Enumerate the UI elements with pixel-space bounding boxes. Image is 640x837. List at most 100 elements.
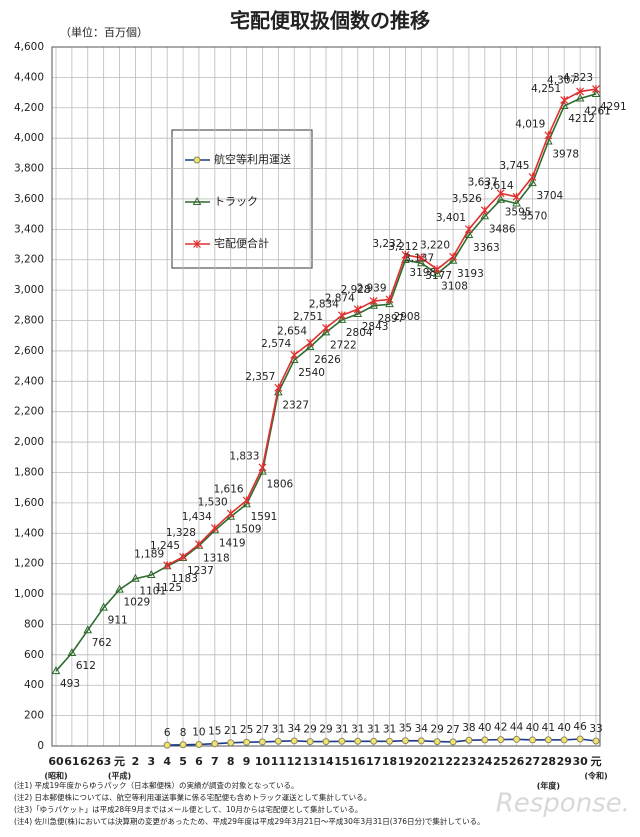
era-label: (平成) [108,771,131,781]
marker [449,738,457,746]
marker [544,131,553,140]
value-label: 27 [256,724,269,736]
marker [353,308,363,317]
marker [290,737,298,745]
value-label: 6 [164,727,171,739]
value-label: 40 [558,722,571,734]
note: (注3)「ゆうパケット」は平成28年9月まではメール便として、10月からは宅配便… [14,804,362,814]
value-label: 3,745 [499,160,529,172]
marker [243,738,251,746]
marker [496,194,506,203]
marker [227,739,235,747]
value-label: 15 [208,726,221,738]
value-label: 911 [108,615,128,627]
y-tick-label: 1,200 [14,558,44,570]
value-label: 2,357 [245,371,275,383]
marker [290,350,299,359]
note: (注4) 佐川急便(株)においては決算期の変更があったため、平成29年度は平成2… [14,816,485,826]
marker [433,738,441,746]
x-tick-label: 62 [80,755,95,768]
x-tick-label: 5 [179,755,187,768]
marker [465,225,473,234]
value-label: 2,939 [356,282,386,294]
plot-frame [51,46,601,747]
marker [321,327,331,336]
y-tick-label: 2,400 [14,375,44,387]
note: (注2) 日本郵便株については、航空等利用運送事業に係る宅配便も含めトラック運送… [14,792,371,802]
marker [481,736,489,744]
value-label: 35 [399,723,412,735]
value-label: 2327 [282,399,309,411]
x-tick-label: 9 [243,755,251,768]
y-tick-label: 200 [24,710,44,722]
x-tick-label: 11 [271,755,286,768]
value-label: 3,637 [468,176,498,188]
value-label: 1806 [266,479,293,491]
value-label: 10 [192,726,205,738]
marker [512,192,521,201]
value-label: 4,323 [563,72,593,84]
marker [433,265,442,274]
marker [385,299,394,308]
value-label: 2,928 [341,284,371,296]
value-label: 31 [383,723,396,735]
marker [591,88,601,97]
value-label: 38 [462,722,475,734]
value-label: 40 [526,722,539,734]
marker [417,737,425,745]
y-tick-label: 2,000 [14,436,44,448]
value-label: 2626 [314,354,341,366]
y-tick-label: 3,000 [14,284,44,296]
marker [306,738,314,746]
y-tick-label: 4,600 [14,41,44,53]
value-label: 4261 [584,106,611,118]
marker [242,499,251,508]
x-tick-label: 元 [114,755,125,768]
marker [353,305,362,314]
marker [496,189,505,198]
marker [528,736,536,744]
marker [322,738,330,746]
value-label: 1,616 [214,483,244,495]
marker [51,666,61,675]
value-label: 29 [319,724,332,736]
marker [354,737,362,745]
marker [370,737,378,745]
y-tick-label: 1,800 [14,466,44,478]
value-label: 3193 [457,268,484,280]
value-label: 3108 [441,281,468,293]
marker [464,229,474,238]
x-tick-label: 23 [461,755,476,768]
legend-label: トラック [214,195,258,208]
marker [401,737,409,745]
x-tick-label: 29 [557,755,572,768]
value-label: 3978 [552,149,579,161]
x-tick-label: 61 [64,755,79,768]
marker [416,258,426,267]
x-tick-label: 22 [445,755,460,768]
value-label: 29 [430,724,443,736]
value-label: 2,574 [261,338,291,350]
marker [322,323,330,332]
y-tick-label: 2,200 [14,406,44,418]
value-label: 29 [303,724,316,736]
series-line [55,93,597,672]
legend-label: 航空等利用運送 [214,152,291,166]
value-label: 31 [335,723,348,735]
value-label: 2540 [298,367,325,379]
marker [528,172,537,181]
marker [242,496,251,505]
value-label: 3,614 [484,180,514,192]
y-tick-label: 4,000 [14,132,44,144]
chart-title: 宅配便取扱個数の推移 [230,9,430,33]
value-label: 1,245 [150,540,180,552]
marker [179,552,187,561]
marker [576,735,584,743]
y-tick-label: 1,000 [14,588,44,600]
marker [131,573,140,582]
y-tick-label: 3,200 [14,254,44,266]
value-label: 3486 [489,223,516,235]
value-label: 42 [494,722,507,734]
legend-label: 宅配便合計 [214,236,269,250]
marker [274,383,283,392]
